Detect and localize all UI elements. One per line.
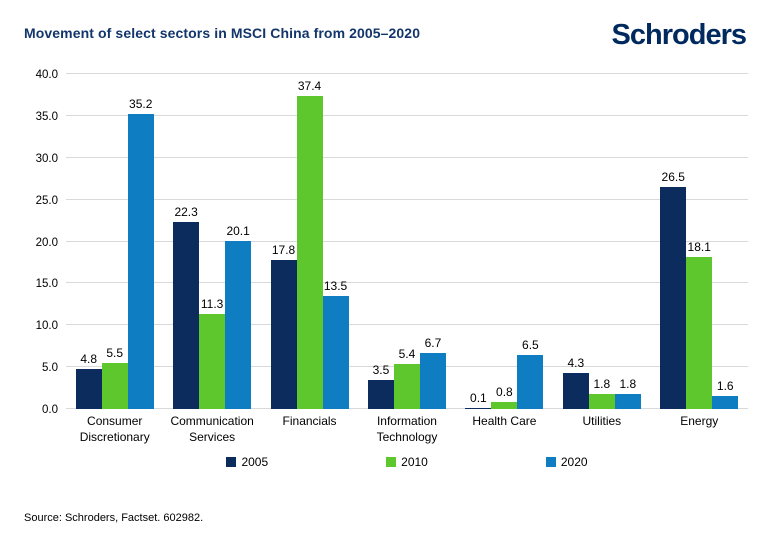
legend-swatch [226, 457, 237, 468]
bar-2005: 4.8 [75, 352, 102, 409]
legend-item-2020: 2020 [545, 455, 588, 470]
y-tick-label: 20.0 [35, 236, 58, 249]
bar-2020: 6.5 [517, 338, 544, 409]
legend-swatch [545, 457, 556, 468]
gridline [66, 73, 748, 74]
bar-2005: 4.3 [562, 356, 589, 409]
x-axis-category-label: Health Care [472, 414, 537, 428]
bar-value-label: 0.8 [496, 385, 513, 400]
bar-2005: 0.1 [465, 391, 492, 409]
bar-2010: 5.4 [393, 347, 420, 409]
bar-value-label: 13.5 [323, 278, 348, 293]
y-tick-label: 25.0 [35, 194, 58, 207]
gridline [66, 156, 748, 158]
bar-group: 22.3 11.3 20.1 [163, 74, 260, 409]
bar-2010: 5.5 [101, 346, 128, 409]
bar-group: 0.1 0.8 6.5 [456, 74, 553, 409]
y-tick-label: 30.0 [35, 152, 58, 165]
x-axis-category-label: Financials [282, 414, 337, 428]
bar-value-label: 1.6 [716, 378, 734, 393]
legend-label: 2005 [241, 455, 269, 470]
bar-value-label: 3.5 [372, 362, 390, 377]
bar-value-label: 6.5 [522, 337, 539, 352]
bar-chart: 0.0 5.0 10.0 15.0 20.0 25.0 30.0 35.0 40.0 4.8 5.… [24, 69, 748, 469]
bar-value-label: 35.2 [129, 97, 153, 112]
bar-group: 4.8 5.5 35.2 [66, 74, 163, 409]
bar-value-label: 4.3 [567, 356, 585, 370]
bar-2005: 22.3 [173, 205, 200, 409]
bar-value-label: 20.1 [226, 223, 250, 238]
x-axis-category-label: Utilities [582, 414, 622, 428]
header: Movement of select sectors in MSCI China… [24, 19, 748, 66]
bar-value-label: 5.4 [398, 346, 416, 361]
y-tick-label: 5.0 [42, 362, 58, 375]
bar-group: 17.8 37.4 13.5 [261, 74, 358, 409]
legend-item-2010: 2010 [386, 455, 428, 469]
legend-label: 2020 [560, 455, 588, 470]
bar-2005: 17.8 [270, 243, 297, 409]
bar-2010: 18.1 [686, 240, 713, 409]
y-tick-label: 0.0 [42, 404, 58, 416]
bar-2020: 1.8 [614, 377, 641, 409]
bar-value-label: 1.8 [593, 376, 611, 391]
y-tick-label: 35.0 [35, 110, 58, 123]
bar-value-label: 4.8 [80, 351, 98, 366]
bar-value-label: 11.3 [200, 297, 224, 312]
x-axis-labels: Consumer Discretionary Communication Serv… [66, 414, 748, 445]
bar-2020: 13.5 [322, 279, 349, 409]
bar-group: 3.5 5.4 6.7 [358, 74, 455, 409]
plot-row: 0.0 5.0 10.0 15.0 20.0 25.0 30.0 35.0 40.0 4.8 5.… [24, 69, 748, 416]
bar-group: 4.3 1.8 1.8 [553, 74, 650, 409]
y-tick-label: 15.0 [35, 278, 58, 291]
legend-swatch [386, 457, 397, 468]
bar-group: 26.5 18.1 1.6 [651, 74, 748, 409]
chart-title: Movement of select sectors in MSCI China… [24, 25, 421, 41]
bar-2010: 37.4 [296, 79, 323, 409]
gridline [66, 114, 748, 116]
bar-groups: 4.8 5.5 35.2 22.3 11.3 20.1 17.8 37.4 13.5 3.5 5.4… [66, 74, 748, 409]
bar-2010: 11.3 [199, 297, 226, 409]
bar-value-label: 26.5 [661, 170, 685, 185]
x-axis-category-label: Energy [680, 414, 719, 428]
x-axis-category-label: Information Technology [376, 414, 438, 444]
bar-value-label: 37.4 [297, 78, 322, 93]
bar-2020: 1.6 [712, 379, 739, 409]
bar-2020: 20.1 [225, 224, 252, 409]
legend-label: 2010 [401, 455, 428, 470]
gridline [66, 282, 748, 284]
schroders-logo: Schroders [611, 19, 747, 51]
legend-item-2005: 2005 [226, 455, 268, 469]
source-note: Source: Schroders, Factset. 602982. [24, 512, 204, 524]
bar-2010: 0.8 [491, 385, 518, 409]
gridline [66, 324, 748, 326]
x-axis-category-label: Consumer Discretionary [79, 414, 150, 444]
plot-area: 4.8 5.5 35.2 22.3 11.3 20.1 17.8 37.4 13.5 3.5 5.4… [66, 73, 748, 409]
y-tick-label: 40.0 [35, 69, 58, 81]
bar-2005: 26.5 [660, 170, 687, 409]
gridline [66, 198, 748, 200]
bar-value-label: 22.3 [174, 205, 198, 220]
y-axis: 0.0 5.0 10.0 15.0 20.0 25.0 30.0 35.0 40.0 [24, 69, 60, 416]
x-axis-category-label: Communication Services [170, 414, 254, 444]
legend: 2005 2010 2020 [66, 455, 748, 469]
bar-2005: 3.5 [367, 363, 394, 409]
bar-value-label: 6.7 [424, 335, 442, 350]
y-tick-label: 10.0 [35, 320, 58, 333]
bar-value-label: 0.1 [470, 391, 487, 405]
bar-2010: 1.8 [588, 377, 615, 409]
bar-value-label: 1.8 [619, 376, 637, 391]
bar-2020: 6.7 [419, 336, 446, 409]
bar-2020: 35.2 [127, 97, 154, 409]
gridline [66, 240, 748, 242]
bar-value-label: 18.1 [687, 240, 711, 255]
bar-value-label: 5.5 [106, 345, 124, 360]
bar-value-label: 17.8 [271, 242, 296, 257]
